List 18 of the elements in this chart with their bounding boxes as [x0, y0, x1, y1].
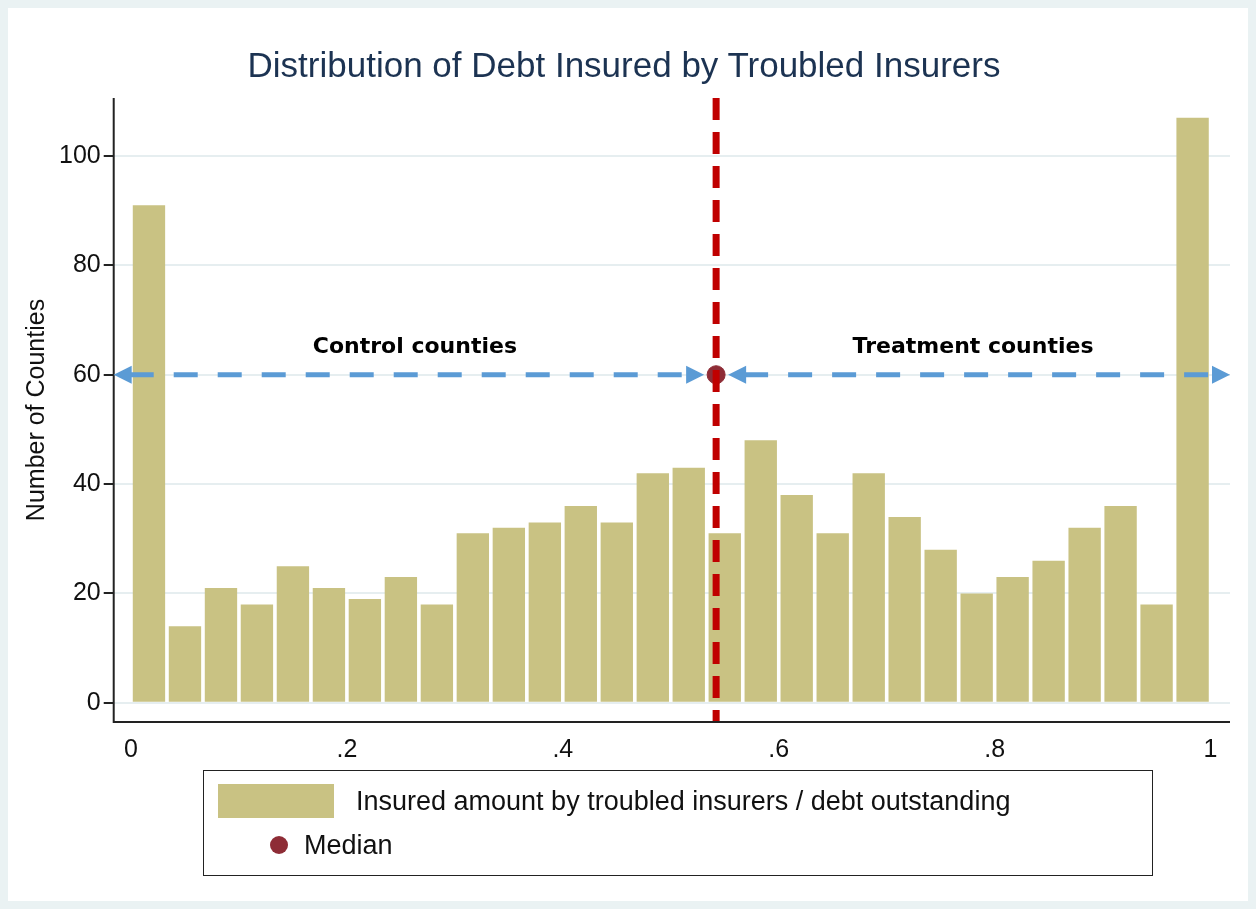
- x-tick-label: .8: [984, 733, 1006, 762]
- y-tick-label: 100: [58, 139, 101, 168]
- y-tick-label: 80: [72, 249, 101, 278]
- y-tick-label: 60: [72, 358, 101, 387]
- x-tick-label: .4: [552, 733, 574, 762]
- legend-label: Insured amount by troubled insurers / debt outstanding: [356, 785, 1011, 817]
- y-tick-label: 40: [72, 467, 101, 496]
- x-tick-label: .6: [768, 733, 790, 762]
- y-axis-title: Number of Counties: [20, 298, 49, 522]
- y-tick-label: 0: [86, 686, 101, 715]
- annotation: Treatment counties: [852, 332, 1094, 358]
- annotation: Control counties: [312, 332, 517, 358]
- y-tick-label: 20: [72, 577, 101, 606]
- x-tick-label: 1: [1203, 733, 1218, 762]
- x-tick-label: 0: [124, 733, 138, 762]
- x-tick-label: .2: [336, 733, 358, 762]
- legend-label: Median: [304, 829, 393, 861]
- chart-title: Distribution of Debt Insured by Troubled Insurers: [247, 44, 1001, 84]
